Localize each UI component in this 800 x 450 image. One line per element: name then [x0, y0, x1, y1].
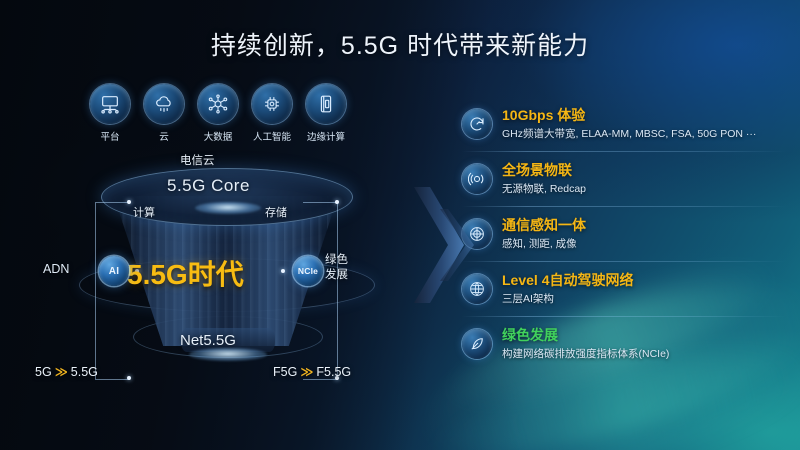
capability-label: 人工智能 [252, 132, 291, 143]
feature-list: 10Gbps 体验 GHz频谱大带宽, ELAA-MM, MBSC, FSA, … [462, 96, 792, 371]
chevron-right-icon: ≫ [54, 365, 68, 379]
feature-row-10gbps[interactable]: 10Gbps 体验 GHz频谱大带宽, ELAA-MM, MBSC, FSA, … [462, 96, 792, 151]
badge-ncie[interactable]: NCIe [293, 256, 323, 286]
label-green-development: 绿色 发展 [325, 253, 348, 283]
capability-item-platform[interactable]: 平台 [88, 84, 132, 143]
evolution-to: F5.5G [316, 365, 352, 379]
badge-ai[interactable]: AI [99, 256, 129, 286]
evolution-mobile: 5G ≫ 5.5G [35, 364, 98, 379]
green-dev-line2: 发展 [325, 269, 348, 281]
ai-chip-icon [252, 84, 292, 124]
label-storage: 存储 [265, 207, 287, 219]
feature-title: 绿色发展 [502, 326, 558, 343]
capability-label: 云 [159, 132, 169, 143]
label-adn: ADN [43, 262, 70, 276]
feature-row-green[interactable]: 绿色发展 构建网络碳排放强度指标体系(NCIe) [462, 316, 792, 371]
feature-subtitle: 感知, 测距, 成像 [502, 237, 577, 250]
chevron-right-icon: ≫ [300, 365, 314, 379]
autonomous-network-icon [462, 273, 492, 304]
label-compute: 计算 [133, 207, 155, 219]
feature-subtitle: GHz频谱大带宽, ELAA-MM, MBSC, FSA, 50G PON ··… [502, 127, 757, 140]
capability-item-big-data[interactable]: 大数据 [196, 84, 240, 143]
connector-dot [281, 269, 285, 273]
feature-row-sensing[interactable]: 通信感知一体 感知, 测距, 成像 [462, 206, 792, 261]
evolution-fixed: F5G ≫ F5.5G [273, 364, 351, 379]
label-5g-core: 5.5G Core [167, 176, 250, 195]
feature-title: 10Gbps 体验 [502, 106, 586, 123]
feature-subtitle: 三层AI架构 [502, 292, 554, 305]
connector-dot [335, 376, 339, 380]
capability-item-edge[interactable]: 边缘计算 [304, 84, 348, 143]
platform-icon [90, 84, 130, 124]
capability-item-cloud[interactable]: 云 [142, 84, 186, 143]
evolution-to: 5.5G [70, 365, 98, 379]
connector-dot [135, 269, 139, 273]
evolution-from: 5G [35, 365, 52, 379]
feature-subtitle: 构建网络碳排放强度指标体系(NCIe) [502, 347, 670, 360]
connector-dot [127, 200, 131, 204]
feature-title: 全场景物联 [502, 161, 572, 178]
feature-row-autonomous-network[interactable]: Level 4自动驾驶网络 三层AI架构 [462, 261, 792, 316]
connector-right-bracket [303, 202, 338, 380]
connector-dot [127, 376, 131, 380]
base-glow-pad [189, 348, 267, 361]
funnel-diagram: 电信云 5.5G Core 计算 存储 ADN 绿色 发展 5.5G时代 Net… [35, 140, 410, 385]
feature-title: Level 4自动驾驶网络 [502, 271, 634, 288]
core-glow-pad [195, 202, 261, 214]
green-leaf-icon [462, 328, 492, 359]
big-data-icon [198, 84, 238, 124]
capability-item-ai[interactable]: 人工智能 [250, 84, 294, 143]
feature-title: 通信感知一体 [502, 216, 586, 233]
capability-icon-row: 平台 云 [88, 84, 348, 143]
capability-label: 大数据 [203, 132, 233, 143]
label-telecom-cloud: 电信云 [180, 155, 215, 167]
capability-label: 边缘计算 [306, 132, 345, 143]
connector-dot [335, 200, 339, 204]
label-net55g: Net5.5G [180, 332, 236, 349]
iot-connect-icon [462, 163, 492, 194]
label-55g-era: 5.5G时代 [127, 259, 244, 290]
evolution-from: F5G [273, 365, 298, 379]
speed-gauge-icon [462, 108, 492, 139]
right-chevron-arrow-icon [414, 185, 476, 305]
green-dev-line1: 绿色 [325, 254, 348, 266]
edge-computing-icon [306, 84, 346, 124]
slide-title: 持续创新，5.5G 时代带来新能力 [210, 32, 590, 60]
connector-left-bracket [95, 202, 130, 380]
feature-row-iot[interactable]: 全场景物联 无源物联, Redcap [462, 151, 792, 206]
feature-subtitle: 无源物联, Redcap [502, 182, 587, 195]
cloud-icon [144, 84, 184, 124]
funnel-top-disc [101, 168, 353, 226]
capability-label: 平台 [100, 132, 120, 143]
